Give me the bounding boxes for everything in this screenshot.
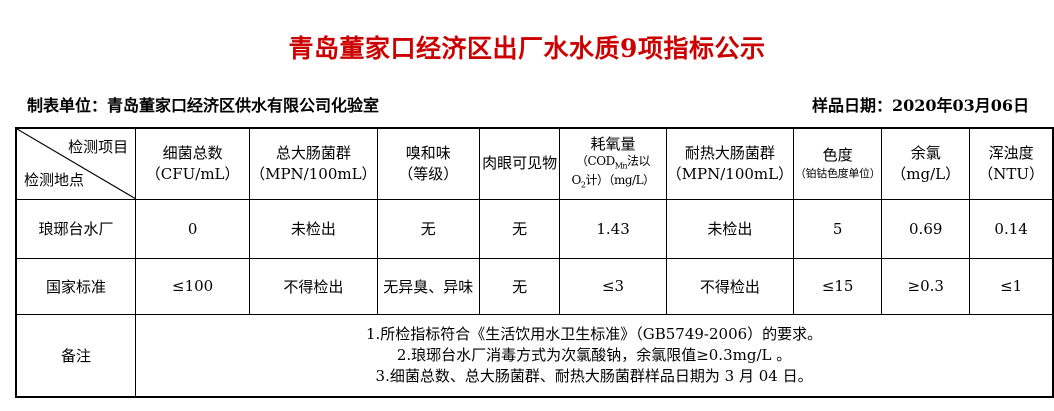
diagonal-divider-line bbox=[17, 129, 135, 198]
data-cell: ≤3 bbox=[559, 257, 667, 315]
header-residual-chlorine: 余氯 （mg/L） bbox=[881, 127, 971, 200]
remark-row: 备注 1.所检指标符合《生活饮用水卫生标准》（GB5749-2006）的要求。 … bbox=[15, 313, 1054, 398]
data-cell: 无 bbox=[376, 198, 480, 259]
data-cell: ≤1 bbox=[969, 257, 1054, 315]
unit-label: O2计）（mg/L） bbox=[571, 173, 656, 190]
unit-label: （NTU） bbox=[978, 164, 1045, 183]
unit-label: （等级） bbox=[398, 164, 459, 183]
data-cell: ≤100 bbox=[135, 257, 251, 315]
unit-label: （MPN/100mL） bbox=[666, 164, 794, 183]
table-row-national-standard: 国家标准 ≤100 不得检出 无异臭、异味 无 ≤3 不得检出 ≤15 ≥0.3… bbox=[15, 257, 1054, 315]
data-cell: 5 bbox=[793, 198, 883, 259]
data-cell: 不得检出 bbox=[249, 257, 378, 315]
data-cell: 无 bbox=[478, 198, 561, 259]
remark-line-2: 2.琅琊台水厂消毒方式为次氯酸钠，余氯限值≥0.3mg/L 。 bbox=[396, 345, 792, 364]
remark-label: 备注 bbox=[15, 313, 137, 398]
header-color: 色度 （铂钴色度单位） bbox=[793, 127, 883, 200]
header-row: 检测项目 检测地点 细菌总数 （CFU/mL） 总大肠菌群 （MPN/100mL… bbox=[15, 127, 1054, 200]
unit-label: （CFU/mL） bbox=[145, 164, 240, 183]
header-total-coliform: 总大肠菌群 （MPN/100mL） bbox=[249, 127, 378, 200]
water-quality-table: 检测项目 检测地点 细菌总数 （CFU/mL） 总大肠菌群 （MPN/100mL… bbox=[15, 127, 1054, 398]
row-label: 国家标准 bbox=[15, 257, 137, 315]
data-cell: 0.14 bbox=[969, 198, 1054, 259]
table-row-langyatai: 琅琊台水厂 0 未检出 无 无 1.43 未检出 5 0.69 0.14 bbox=[15, 198, 1054, 259]
unit-label: （MPN/100mL） bbox=[250, 164, 377, 183]
data-cell: 无 bbox=[478, 257, 561, 315]
page-title: 青岛董家口经济区出厂水水质9项指标公示 bbox=[288, 34, 766, 63]
corner-label-items: 检测项目 bbox=[68, 138, 129, 156]
unit-label: （CODMn法以 bbox=[576, 153, 651, 171]
header-thermotolerant-coliform: 耐热大肠菌群 （MPN/100mL） bbox=[665, 127, 795, 200]
data-cell: 0.69 bbox=[881, 198, 971, 259]
header-turbidity: 浑浊度 （NTU） bbox=[969, 127, 1054, 200]
remark-body: 1.所检指标符合《生活饮用水卫生标准》（GB5749-2006）的要求。 2.琅… bbox=[135, 313, 1054, 398]
header-bacteria-total: 细菌总数 （CFU/mL） bbox=[135, 127, 251, 200]
remark-line-3: 3.细菌总数、总大肠菌群、耐热大肠菌群样品日期为 3 月 04 日。 bbox=[375, 366, 813, 385]
data-cell: 不得检出 bbox=[665, 257, 795, 315]
data-cell: 0 bbox=[135, 198, 251, 259]
data-cell: 未检出 bbox=[249, 198, 378, 259]
data-cell: ≥0.3 bbox=[881, 257, 971, 315]
corner-label-location: 检测地点 bbox=[24, 170, 85, 189]
unit-label: （mg/L） bbox=[891, 164, 961, 183]
data-cell: 无异臭、异味 bbox=[376, 257, 480, 315]
report-maker-label: 制表单位：青岛董家口经济区供水有限公司化验室 bbox=[27, 96, 380, 115]
header-oxygen-consumption: 耗氧量 （CODMn法以 O2计）（mg/L） bbox=[559, 127, 667, 200]
unit-label: （铂钴色度单位） bbox=[794, 167, 881, 181]
data-cell: 1.43 bbox=[559, 198, 667, 259]
data-cell: ≤15 bbox=[793, 257, 883, 315]
corner-header-cell: 检测项目 检测地点 bbox=[15, 127, 137, 200]
remark-line-1: 1.所检指标符合《生活饮用水卫生标准》（GB5749-2006）的要求。 bbox=[365, 324, 823, 343]
row-label: 琅琊台水厂 bbox=[15, 198, 137, 259]
header-odor-taste: 嗅和味 （等级） bbox=[376, 127, 480, 200]
header-visible-matter: 肉眼可见物 bbox=[478, 127, 561, 200]
data-cell: 未检出 bbox=[665, 198, 795, 259]
sample-date-label: 样品日期：2020年03月06日 bbox=[812, 96, 1030, 115]
